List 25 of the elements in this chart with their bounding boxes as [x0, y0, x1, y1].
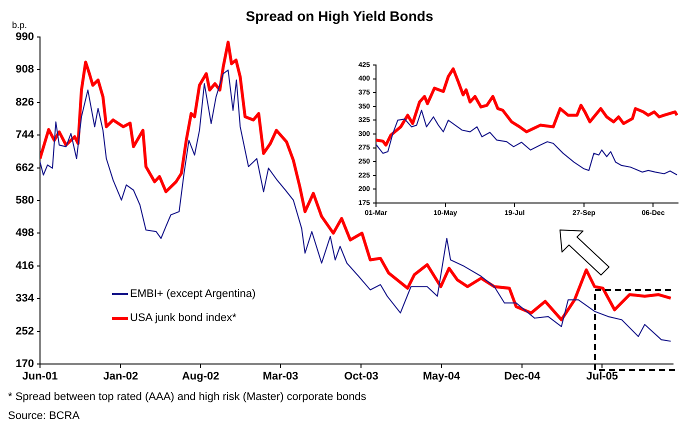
x-tick-label: Jun-01	[22, 370, 58, 383]
y-axis-title: b.p.	[12, 20, 28, 30]
x-tick-label: Oct-03	[344, 370, 378, 383]
x-tick-label: Dec-04	[504, 370, 542, 383]
y-tick-label: 744	[16, 129, 35, 142]
y-tick-label: 334	[16, 292, 35, 305]
source-note: Source: BCRA	[8, 409, 81, 424]
x-tick-label: Jan-02	[103, 370, 138, 383]
legend-label: USA junk bond index*	[130, 312, 236, 324]
y-tick-label: 662	[16, 162, 34, 174]
text: * Spread between top rated (AAA) and high risk (Master) corporate bonds	[8, 390, 366, 405]
y-tick-label: 908	[16, 64, 34, 76]
y-tick-label: 252	[16, 325, 34, 338]
x-tick-label: Mar-03	[262, 370, 298, 383]
y-tick-label: 498	[16, 227, 34, 240]
legend-label: EMBI+ (except Argentina)	[130, 288, 256, 300]
y-tick-label: 990	[16, 31, 34, 44]
y-tick-label: 580	[16, 194, 34, 207]
x-tick-label: May-04	[422, 370, 462, 383]
y-tick-label: 416	[16, 260, 34, 272]
y-tick-label: 170	[16, 358, 34, 370]
x-tick-label: Aug-02	[182, 370, 220, 383]
chart-title: Spread on High Yield Bonds	[246, 8, 434, 24]
x-tick-label: Jul-05	[586, 370, 618, 383]
y-tick-label: 826	[16, 96, 34, 108]
